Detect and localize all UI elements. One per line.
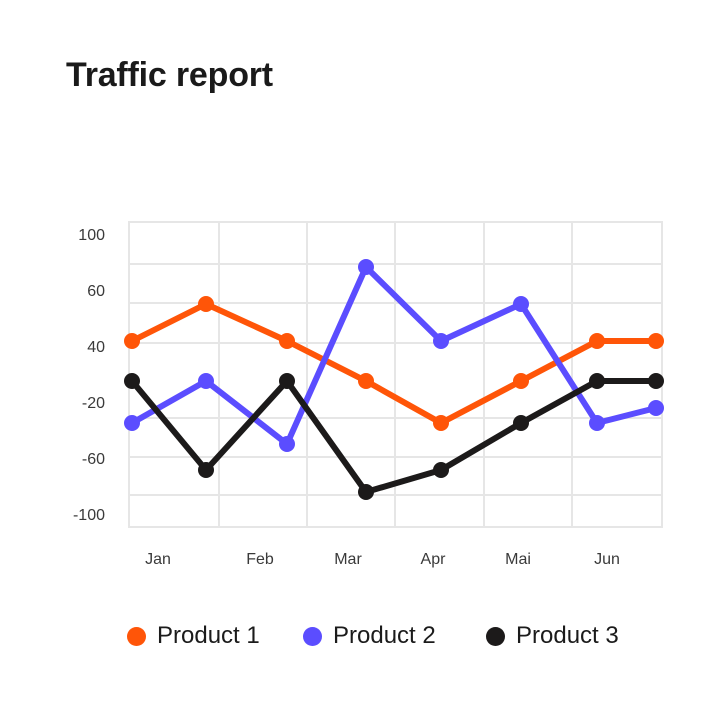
x-tick-label: Jun [594, 551, 620, 568]
x-tick-label: Mai [505, 551, 531, 568]
data-point-product-1 [513, 373, 529, 389]
series-line-product-1 [129, 301, 659, 426]
y-axis: 100 60 40 -20 -60 -100 [73, 227, 105, 524]
legend-item-product-3[interactable]: Product 3 [486, 616, 619, 656]
legend-dot-product-3 [486, 626, 505, 646]
data-point-product-2 [589, 415, 605, 431]
data-point-product-1 [279, 333, 295, 349]
x-axis: Jan Feb Mar Apr Mai Jun [145, 551, 620, 568]
x-tick-label: Mar [334, 551, 362, 568]
chart-legend: Product 1 Product 2 Product 3 [0, 616, 728, 656]
legend-item-product-1[interactable]: Product 1 [127, 616, 260, 656]
data-point-product-1 [124, 333, 140, 349]
data-point-product-3 [124, 373, 140, 389]
data-point-product-1 [198, 296, 214, 312]
y-tick-label: -100 [73, 507, 105, 524]
series-line-product-3 [129, 378, 659, 495]
data-point-product-3 [648, 373, 664, 389]
x-tick-label: Jan [145, 551, 171, 568]
y-tick-label: 40 [87, 339, 105, 356]
data-point-product-2 [279, 436, 295, 452]
data-point-product-1 [648, 333, 664, 349]
y-tick-label: -60 [82, 451, 105, 468]
legend-label-product-3: Product 3 [516, 622, 619, 649]
series-line-product-2 [129, 264, 659, 447]
data-point-product-1 [358, 373, 374, 389]
y-tick-label: 60 [87, 283, 105, 300]
data-point-product-2 [198, 373, 214, 389]
data-point-product-2 [124, 415, 140, 431]
legend-dot-product-2 [303, 626, 322, 646]
data-point-product-2 [513, 296, 529, 312]
y-tick-label: 100 [78, 227, 105, 244]
legend-label-product-1: Product 1 [157, 622, 260, 649]
data-point-product-3 [358, 484, 374, 500]
y-tick-label: -20 [82, 395, 105, 412]
chart-series [124, 259, 664, 500]
data-point-product-3 [433, 462, 449, 478]
data-point-product-3 [513, 415, 529, 431]
data-point-product-3 [198, 462, 214, 478]
chart-title: Traffic report [66, 56, 273, 94]
legend-item-product-2[interactable]: Product 2 [303, 616, 436, 656]
data-point-product-1 [433, 415, 449, 431]
chart-grid [128, 221, 663, 528]
x-tick-label: Feb [246, 551, 274, 568]
data-point-product-3 [279, 373, 295, 389]
data-point-product-2 [648, 400, 664, 416]
x-tick-label: Apr [421, 551, 447, 568]
legend-dot-product-1 [127, 626, 146, 646]
legend-label-product-2: Product 2 [333, 622, 436, 649]
data-point-product-1 [589, 333, 605, 349]
data-point-product-3 [589, 373, 605, 389]
data-point-product-2 [358, 259, 374, 275]
data-point-product-2 [433, 333, 449, 349]
